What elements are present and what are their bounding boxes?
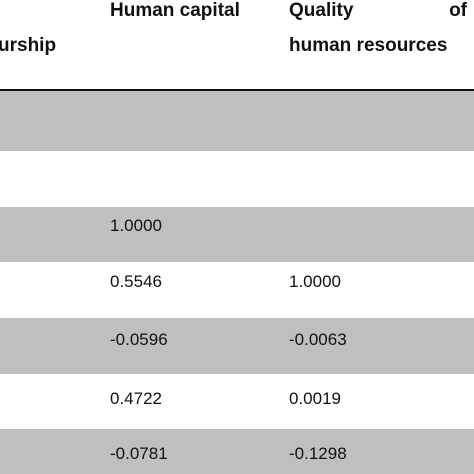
table-row: 0.5546 1.0000 [0,262,474,318]
table-row: -0.0781 -0.1298 [0,429,474,474]
quality-hr-cell: -0.0063 [289,330,347,349]
table-row [0,151,474,207]
human-capital-cell: 0.4722 [110,389,162,408]
header-quality-word: Quality [289,0,354,21]
table-row: -0.0596 -0.0063 [0,318,474,374]
header-human-capital: Human capital [110,0,240,21]
human-capital-cell: 0.5546 [110,272,162,291]
table-row: 0.4722 0.0019 [0,374,474,429]
human-capital-cell: -0.0596 [110,330,168,349]
header-rule [0,89,474,91]
human-capital-cell: 1.0000 [110,216,162,235]
quality-hr-cell: 0.0019 [289,389,341,408]
header-human-resources: human resources [289,35,448,56]
human-capital-cell: -0.0781 [110,444,168,463]
quality-hr-cell: 1.0000 [289,272,341,291]
quality-hr-cell: -0.1298 [289,444,347,463]
header-entrepreneurship-partial: urship [0,35,57,56]
header-of-word: of [449,0,467,21]
table-row [0,91,474,151]
table-header: urship Human capital Quality of human re… [0,0,474,90]
table-row: 1.0000 [0,207,474,262]
